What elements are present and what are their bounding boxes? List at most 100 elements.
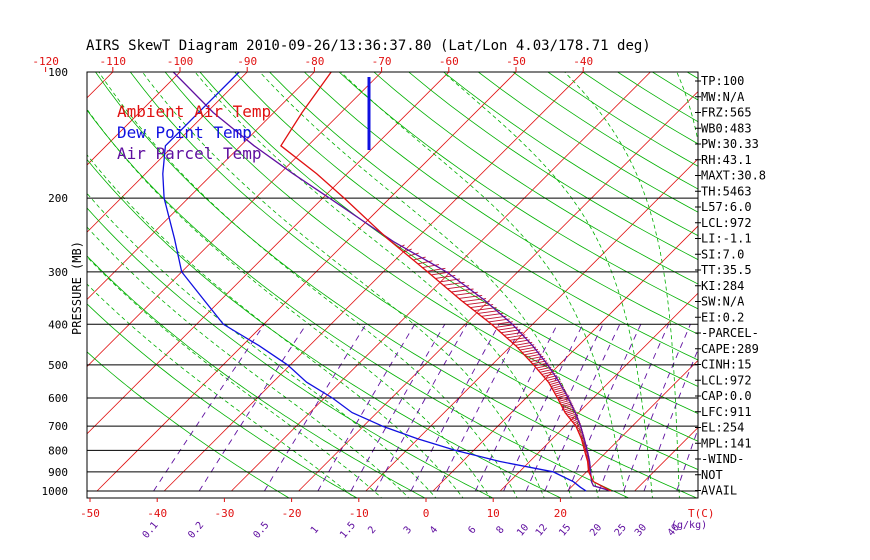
top-temp-label: -110 [100, 55, 127, 68]
dry-adiabat-line [87, 303, 358, 498]
mixing-ratio-label: 1.5 [338, 520, 358, 541]
dry-adiabat-line [87, 351, 290, 498]
isotherm-line [87, 72, 383, 368]
mixing-ratio-label: 10 [515, 522, 531, 538]
annotation-item: CAPE:289 [701, 342, 759, 356]
top-temp-label: -60 [439, 55, 459, 68]
annotation-item: LCL:972 [701, 373, 752, 387]
mixing-ratio-label: 0.1 [141, 520, 161, 541]
isotherm-line [499, 292, 698, 492]
isotherm-line [298, 91, 698, 492]
annotation-item: WB0:483 [701, 121, 752, 135]
isotherm-line [0, 31, 19, 491]
isotherm-line [432, 225, 698, 492]
pressure-tick-label: 500 [48, 359, 68, 372]
isotherm-line [163, 72, 584, 492]
annotation-item: LFC:911 [701, 405, 752, 419]
legend-item: Air Parcel Temp [117, 144, 262, 163]
legend-item: Dew Point Temp [117, 123, 252, 142]
ambient-temp-line [280, 72, 612, 492]
dew-point-line [162, 72, 587, 492]
dry-adiabat-line [657, 31, 870, 500]
annotation-item: EL:254 [701, 421, 744, 435]
annotation-item: SI:7.0 [701, 247, 744, 261]
moist-adiabat-line [259, 72, 599, 498]
isotherm-line [87, 72, 181, 166]
air-parcel-line [172, 72, 612, 492]
cape-hatch [422, 264, 440, 269]
dry-adiabat-line [755, 31, 870, 500]
annotation-item: KI:284 [701, 279, 744, 293]
dry-adiabat-line [87, 207, 494, 498]
moist-adiabat-line [98, 72, 518, 498]
top-temp-label: -40 [573, 55, 593, 68]
pressure-tick-label: 700 [48, 420, 68, 433]
annotation-item: TP:100 [701, 74, 744, 88]
mixing-ratio-line [567, 324, 642, 492]
annotation-item: EI:0.2 [701, 310, 744, 324]
pressure-tick-label: 200 [48, 192, 68, 205]
mixing-ratio-unit: (g/kg) [671, 520, 707, 531]
top-temp-label: -90 [237, 55, 257, 68]
dry-adiabat-line [373, 72, 698, 285]
pressure-tick-label: 600 [48, 392, 68, 405]
dry-adiabat-line [234, 72, 698, 387]
mixing-ratio-label: 1 [309, 525, 321, 537]
cape-hatch [498, 326, 518, 331]
mixing-ratio-line [198, 324, 307, 492]
annotation-item: MAXT:30.8 [701, 169, 766, 183]
mixing-ratio-label: 6 [466, 525, 478, 537]
pressure-tick-label: 400 [48, 318, 68, 331]
dry-adiabat-line [442, 72, 698, 237]
cape-hatch [408, 252, 419, 257]
mixing-ratio-line [598, 324, 669, 492]
mixing-ratio-label: 20 [588, 522, 604, 538]
bottom-temp-label: 10 [487, 507, 500, 520]
cape-hatch [495, 323, 516, 328]
isotherm-line [87, 72, 450, 435]
moist-adiabat-line [340, 72, 626, 498]
mixing-ratio-line [410, 324, 500, 492]
mixing-ratio-label: 0.5 [251, 520, 271, 541]
moist-adiabat-line [564, 72, 680, 498]
dry-adiabat-line [164, 72, 698, 442]
annotation-item: L57:6.0 [701, 200, 752, 214]
annotation-item: RH:43.1 [701, 153, 752, 167]
bottom-temp-label: -30 [214, 507, 234, 520]
isotherm-line [87, 72, 248, 233]
top-temp-label: -120 [32, 55, 59, 68]
legend-item: Ambient Air Temp [117, 102, 271, 121]
dry-adiabat-line [87, 109, 630, 498]
annotation-item: AVAIL [701, 484, 737, 498]
mixing-ratio-label: 2 [366, 525, 378, 537]
pressure-tick-label: 100 [48, 66, 68, 79]
skewt-series [162, 72, 612, 492]
mixing-ratio-label: 30 [633, 522, 649, 538]
annotation-item: MPL:141 [701, 436, 752, 450]
annotation-item: LI:-1.1 [701, 232, 752, 246]
annotation-item: MW:N/A [701, 90, 745, 104]
moist-adiabat-line [87, 226, 410, 498]
dry-adiabat-line [408, 72, 698, 261]
annotation-item: SW:N/A [701, 295, 745, 309]
bottom-temp-label: 0 [423, 507, 430, 520]
pressure-tick-label: 800 [48, 444, 68, 457]
cape-hatch [403, 248, 412, 253]
legend: Ambient Air Temp Dew Point Temp Air Parcel… [117, 102, 271, 163]
bottom-temp-label: -10 [349, 507, 369, 520]
moist-adiabat-line [87, 154, 464, 498]
isotherm-line [365, 158, 698, 492]
annotation-item: -PARCEL- [701, 326, 759, 340]
isotherm-line [634, 427, 698, 492]
moist-adiabat-line [87, 108, 491, 498]
top-temp-label: -100 [167, 55, 194, 68]
annotation-item: -WIND- [701, 452, 744, 466]
mixing-ratio-label: 15 [557, 522, 573, 538]
annotation-item: CAP:0.0 [701, 389, 752, 403]
bottom-temp-label: 20 [554, 507, 567, 520]
top-temp-label: -70 [372, 55, 392, 68]
isotherm-line [231, 72, 651, 492]
moist-adiabat-line [442, 72, 653, 498]
plot-frame [86, 71, 699, 499]
pressure-tick-label: 900 [48, 466, 68, 479]
